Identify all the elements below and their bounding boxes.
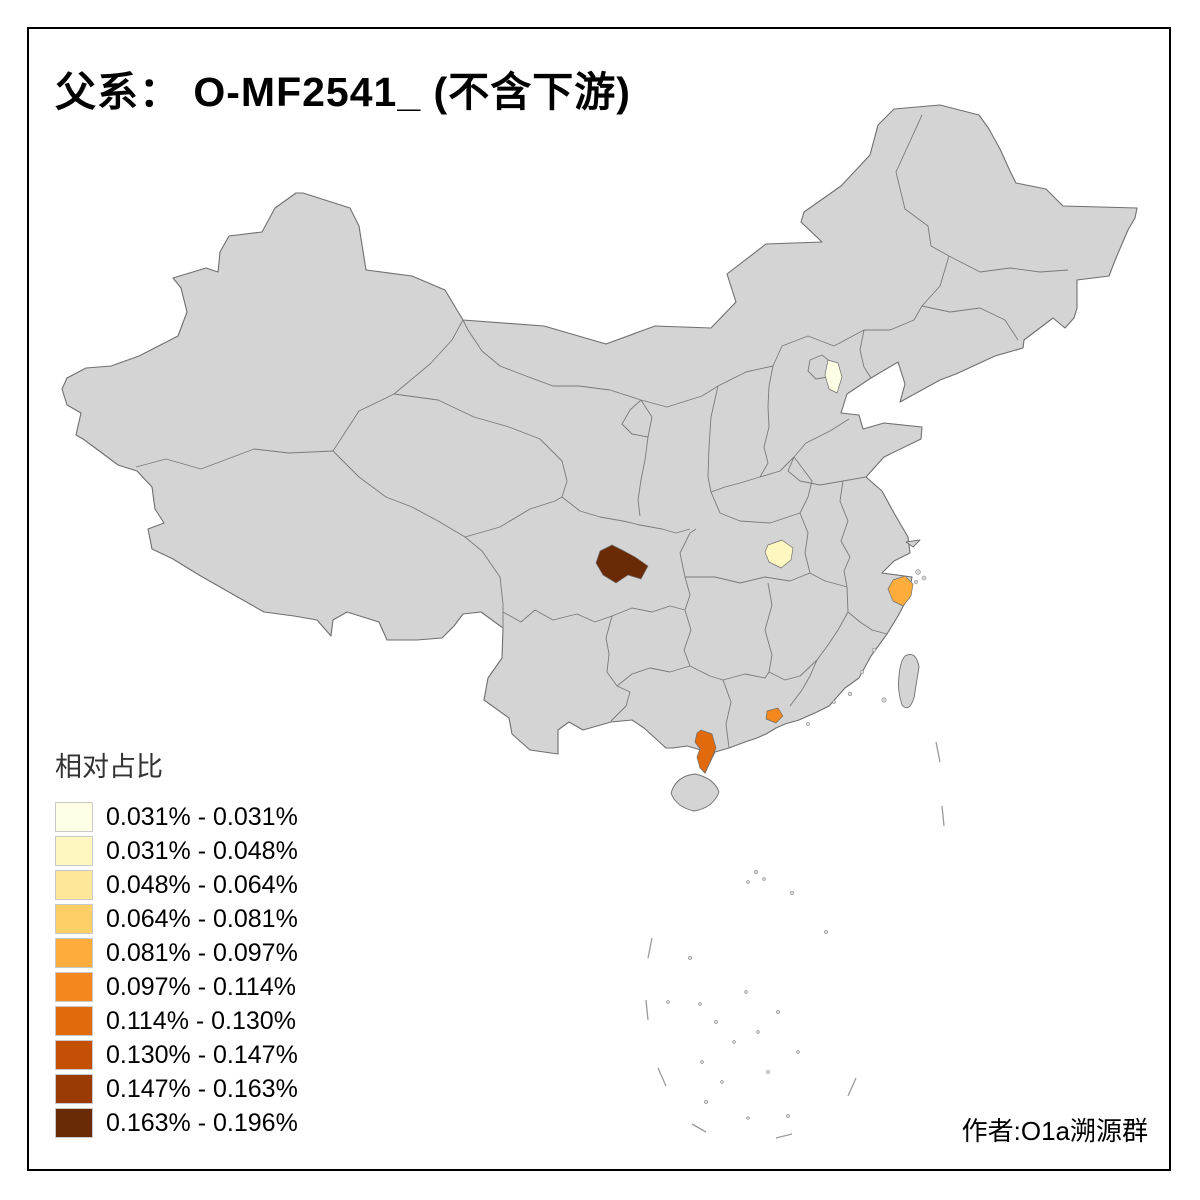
legend-swatch — [55, 1074, 93, 1104]
legend-swatch — [55, 904, 93, 934]
legend-label: 0.031% - 0.031% — [106, 802, 298, 831]
highlight-leizhou-peninsula-area — [694, 729, 717, 774]
highlight-pearl-river-delta-area — [765, 707, 784, 724]
highlight-sichuan-chengdu-area — [595, 544, 649, 584]
legend-item: 0.031% - 0.048% — [55, 834, 395, 868]
legend-title: 相对占比 — [55, 752, 163, 782]
legend-label: 0.114% - 0.130% — [106, 1006, 296, 1035]
province-border-north — [462, 114, 1069, 517]
legend-swatch — [55, 1006, 93, 1036]
coastal-islands — [806, 539, 927, 726]
nine-dash-line — [645, 741, 945, 1139]
taiwan-island — [897, 653, 920, 709]
page-title: 父系： O-MF2541_ (不含下游) — [55, 69, 631, 115]
author-credit: 作者:O1a溯源群 — [961, 1116, 1148, 1146]
highlighted-regions — [595, 359, 914, 774]
legend-swatch — [55, 802, 93, 832]
legend-swatch — [55, 870, 93, 900]
legend-item: 0.048% - 0.064% — [55, 868, 395, 902]
legend-label: 0.130% - 0.147% — [106, 1040, 298, 1069]
legend-label: 0.048% - 0.064% — [106, 870, 298, 899]
highlight-hubei-wuhan-area — [764, 539, 794, 569]
province-borders — [135, 114, 1069, 749]
legend-item: 0.031% - 0.031% — [55, 800, 395, 834]
highlight-zhejiang-coastal-area — [887, 575, 914, 607]
legend-swatch — [55, 1040, 93, 1070]
legend-swatch — [55, 972, 93, 1002]
legend-swatch — [55, 836, 93, 866]
legend-swatch — [55, 1108, 93, 1138]
legend-label: 0.081% - 0.097% — [106, 938, 298, 967]
legend-item: 0.097% - 0.114% — [55, 970, 395, 1004]
legend-item: 0.147% - 0.163% — [55, 1072, 395, 1106]
legend-item: 0.130% - 0.147% — [55, 1038, 395, 1072]
legend-label: 0.163% - 0.196% — [106, 1108, 298, 1137]
legend: 相对占比 0.031% - 0.031% 0.031% - 0.048% 0.0… — [55, 745, 395, 1140]
legend-item: 0.114% - 0.130% — [55, 1004, 395, 1038]
legend-label: 0.097% - 0.114% — [106, 972, 296, 1001]
legend-label: 0.147% - 0.163% — [106, 1074, 298, 1103]
province-border-central — [679, 354, 867, 613]
province-border-west — [135, 319, 691, 627]
legend-item: 0.081% - 0.097% — [55, 936, 395, 970]
hainan-island — [670, 773, 720, 812]
legend-label: 0.031% - 0.048% — [106, 836, 298, 865]
legend-label: 0.064% - 0.081% — [106, 904, 298, 933]
legend-item: 0.163% - 0.196% — [55, 1106, 395, 1140]
china-mainland — [61, 104, 1138, 774]
legend-item: 0.064% - 0.081% — [55, 902, 395, 936]
province-border-south — [502, 576, 888, 749]
highlight-beijing-tianjin-area — [824, 359, 843, 394]
legend-swatch — [55, 938, 93, 968]
south-china-sea-islands — [666, 869, 828, 1120]
